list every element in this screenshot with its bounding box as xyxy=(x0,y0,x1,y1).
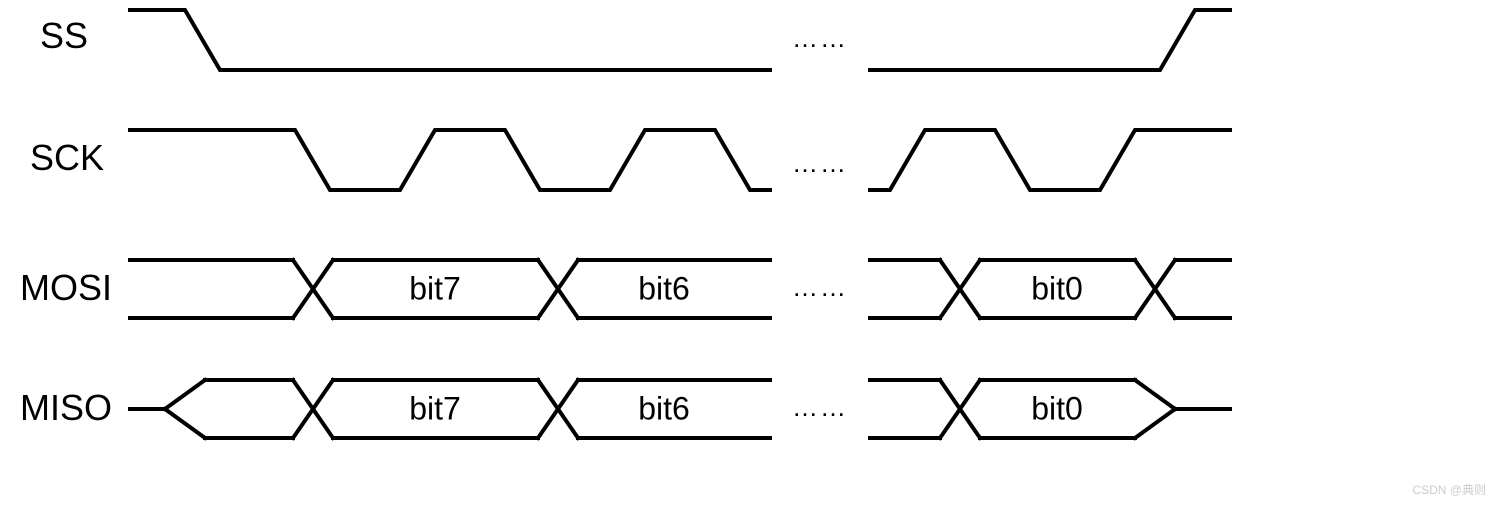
miso-left-bit-label: bit6 xyxy=(638,390,690,426)
miso-right-close-bot xyxy=(1135,409,1175,438)
ellipsis-mosi: …… xyxy=(792,272,848,302)
mosi-right-bit-label: bit0 xyxy=(1031,270,1083,306)
label-ss: SS xyxy=(40,15,88,56)
miso-left-open-top xyxy=(165,380,205,409)
timing-diagram: SS …… SCK …… MOSI bit7 bit6 bit0 …… MISO bit7 bit6 b… xyxy=(0,0,1496,507)
ellipsis-miso: …… xyxy=(792,392,848,422)
ss-wave-right xyxy=(870,10,1230,70)
ss-wave-left xyxy=(130,10,770,70)
ellipsis-ss: …… xyxy=(792,23,848,53)
ellipsis-sck: …… xyxy=(792,148,848,178)
miso-right-bit-label: bit0 xyxy=(1031,390,1083,426)
mosi-left-bit-label: bit7 xyxy=(409,270,461,306)
miso-right-close-top xyxy=(1135,380,1175,409)
mosi-left-bit-label: bit6 xyxy=(638,270,690,306)
label-mosi: MOSI xyxy=(20,267,112,308)
sck-wave-right xyxy=(870,130,1230,190)
sck-wave-left xyxy=(130,130,770,190)
watermark: CSDN @典则 xyxy=(1412,483,1486,497)
miso-left-open-bot xyxy=(165,409,205,438)
timing-svg: SS …… SCK …… MOSI bit7 bit6 bit0 …… MISO bit7 bit6 b… xyxy=(0,0,1496,502)
label-miso: MISO xyxy=(20,387,112,428)
label-sck: SCK xyxy=(30,137,104,178)
miso-left-bit-label: bit7 xyxy=(409,390,461,426)
